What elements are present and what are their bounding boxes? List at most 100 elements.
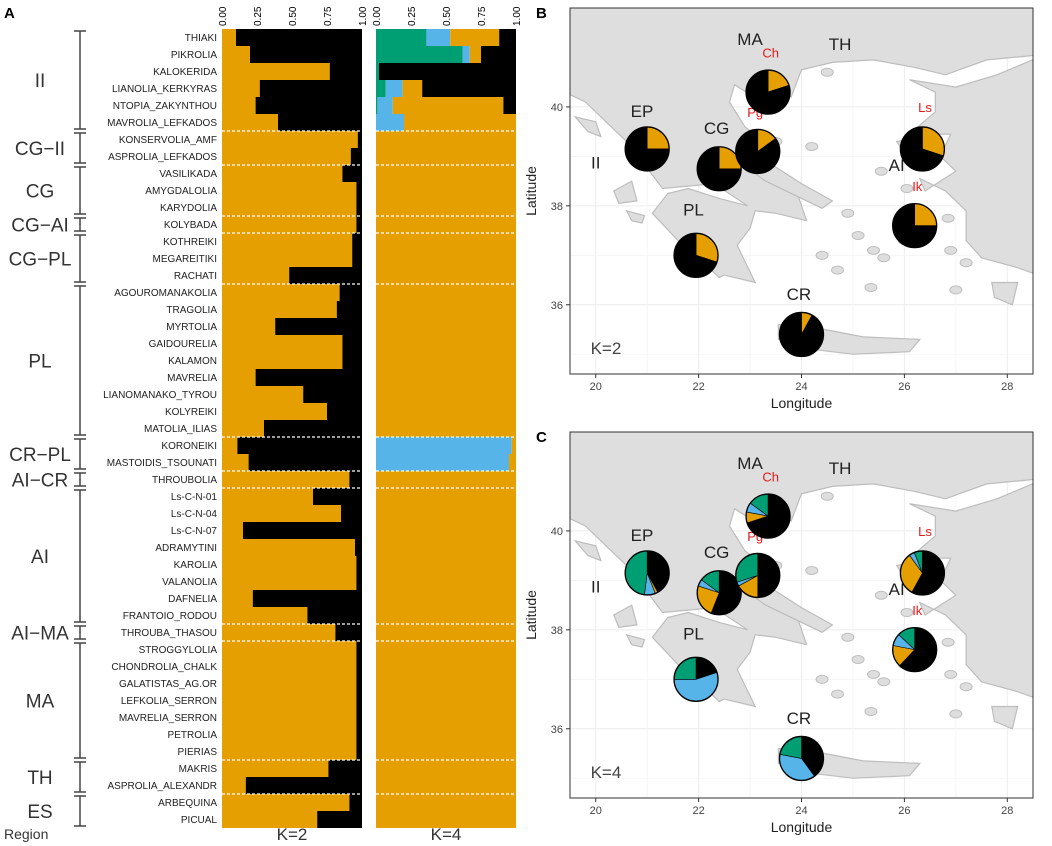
k2-orange-bar [222,726,357,743]
k4-orange-bar [376,726,516,743]
cultivar-label: THROUBOLIA [152,475,217,486]
cultivar-label: ASPROLIA_ALEXANDR [108,781,218,792]
land-islet [841,632,855,642]
k4-orange-bar [376,675,516,692]
region-name-label: EP [631,526,654,545]
x-tick-label: 28 [1001,381,1013,393]
region-name-label: TH [829,35,852,54]
k4-orange-bar [392,97,504,114]
k2-black-bar [356,641,362,658]
y-tick-label: 40 [551,526,563,538]
k2-black-bar [356,199,362,216]
pie-cr [778,311,825,358]
region-name-label: TH [829,459,852,478]
y-tick-label: 38 [551,625,563,637]
k2-black-bar [356,726,362,743]
tick-label-k2-2: 0.50 [288,6,299,26]
land-islet [831,265,845,275]
pie-outline [778,311,825,358]
land-mainland [570,432,1033,708]
land-islet [867,245,881,255]
pie-ls [899,550,946,596]
cultivar-label: MAVRELIA [167,373,217,384]
land-islet [944,669,958,679]
k2-black-bar [255,369,362,386]
k2-orange-bar [222,318,276,335]
cultivar-label: ARBEQUINA [158,798,217,809]
k4-green-bar [376,46,463,63]
k2-orange-bar [222,386,304,403]
k2-orange-bar [222,743,357,760]
cultivar-label: ASPROLIA_LEFKADOS [108,152,217,163]
tick-label-k2-3: 0.75 [323,6,334,26]
region-name-label: PL [683,625,704,644]
k4-orange-bar [376,131,516,148]
site-name-label: Ch [762,45,779,60]
region-label: AI−CR [12,471,69,492]
cultivar-label: MAKRIS [179,764,218,775]
k2-orange-bar [222,369,256,386]
land-kefalonia [612,604,638,629]
k4-orange-bar [376,420,516,437]
cultivar-label: RACHATI [174,271,217,282]
k2-orange-bar [222,182,357,199]
land-islet [851,655,865,665]
pie-ma [745,493,791,539]
k4-orange-bar [511,437,516,454]
k4-blue-bar [426,29,451,46]
region-name-label: MA [737,454,763,473]
k2-orange-bar [222,658,357,675]
k4-orange-bar [450,29,500,46]
cultivar-label: MASTOIDIS_TSOUNATI [107,458,217,469]
k4-orange-bar [376,488,516,505]
land-corfu [573,115,602,138]
k4-orange-bar [376,284,516,301]
land-islet [949,709,963,719]
k4-orange-bar [376,624,516,641]
k4-orange-bar [376,182,516,199]
k2-black-bar [328,760,362,777]
k4-orange-bar [376,386,516,403]
region-label: CG−AI [11,216,69,237]
cultivar-label: PIKROLIA [171,50,217,61]
region-label: CG−II [15,139,65,160]
k2-black-bar [317,811,362,828]
pie-ik [892,202,938,249]
land-kefalonia [612,180,638,205]
k2-orange-bar [222,590,253,607]
cultivar-label: CHONDROLIA_CHALK [111,662,217,673]
k2-black-bar [303,386,362,403]
pie-pg [735,128,781,175]
k2-orange-bar [222,420,264,437]
site-name-label: Ik [912,179,923,194]
cultivar-label: GALATISTAS_AG.OR [119,679,217,690]
land-islet [949,285,963,295]
panel-letter-c: C [536,429,547,446]
pie-outline [696,146,742,192]
cultivar-label: AGOUROMANAKOLIA [114,288,217,299]
k2-axis-label: K=2 [277,825,308,844]
cultivar-label: KOTHREIKI [163,237,217,248]
cultivar-label: FRANTOIO_RODOU [123,611,217,622]
k2-orange-bar [222,607,308,624]
cultivar-label: KOLYREIKI [165,407,217,418]
land-islet [815,250,829,260]
k2-black-bar [342,335,362,352]
k4-orange-bar [469,46,481,63]
k4-orange-bar [376,335,516,352]
pie-outline [899,550,946,596]
pie-outline [735,128,781,175]
k4-blue-bar [462,46,470,63]
land-zakynthos [625,633,646,648]
k2-black-bar [236,29,362,46]
land-islet [841,208,855,218]
pie-ls [899,126,946,172]
k4-orange-bar [376,522,516,539]
k2-black-bar [248,454,362,471]
k2-orange-bar [222,709,357,726]
k2-orange-bar [222,437,238,454]
k2-black-bar [289,267,362,284]
pie-outline [673,656,719,702]
